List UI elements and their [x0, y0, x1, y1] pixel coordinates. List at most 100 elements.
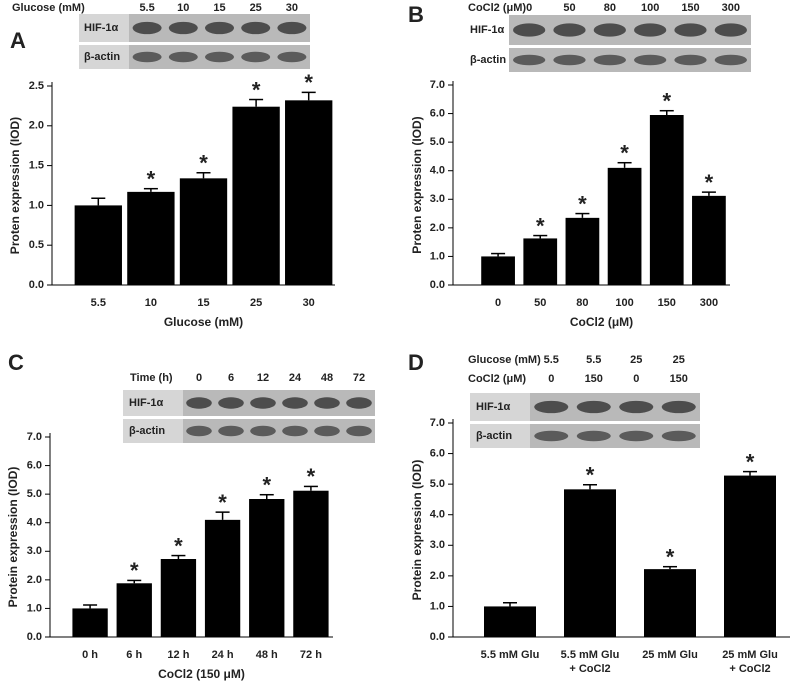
blot-row — [509, 48, 751, 72]
blot-row-label: HIF-1α — [470, 24, 505, 36]
bar — [72, 608, 108, 637]
blot-header-label: Glucose (mM) — [468, 354, 541, 366]
y-tick-label: 6.0 — [27, 459, 42, 471]
blot-band — [218, 425, 244, 437]
bar — [285, 100, 333, 285]
bar — [74, 205, 122, 285]
blot-lane-label: 25 — [673, 354, 685, 366]
blot-band — [346, 397, 372, 409]
blot-band — [314, 425, 340, 437]
panel-letter: C — [8, 350, 24, 375]
blot-band — [714, 23, 747, 37]
x-axis-title: CoCl2 (μM) — [570, 315, 633, 329]
blot-lane-label: 50 — [563, 2, 575, 14]
y-tick-label: 7.0 — [430, 417, 445, 429]
blot-band — [241, 51, 271, 63]
y-tick-label: 0.0 — [27, 631, 42, 643]
blot-band — [553, 23, 586, 37]
blot-lane-label: 10 — [177, 2, 189, 14]
y-tick-label: 3.0 — [430, 539, 445, 551]
significance-mark: * — [586, 463, 595, 488]
blot-label-cell — [79, 45, 129, 69]
x-tick-label: 12 h — [167, 649, 189, 661]
blot-row-label: β-actin — [84, 51, 120, 63]
blot-band — [576, 430, 611, 442]
blot-band — [593, 54, 626, 66]
bar — [692, 195, 726, 285]
x-tick-label: 72 h — [300, 649, 322, 661]
blot-band — [513, 54, 546, 66]
y-tick-label: 2.0 — [430, 222, 445, 234]
blot-band — [346, 425, 372, 437]
x-tick-label: + CoCl2 — [729, 663, 770, 675]
blot-header-label: CoCl2 (μM) — [468, 373, 526, 385]
y-tick-label: 1.0 — [430, 250, 445, 262]
blot-lane-label: 80 — [604, 2, 616, 14]
y-tick-label: 1.5 — [29, 160, 44, 172]
blot-lane-label: 5.5 — [544, 354, 559, 366]
x-tick-label: 50 — [534, 297, 546, 309]
blot-lane-label: 15 — [213, 2, 225, 14]
blot-lane-label: 5.5 — [586, 354, 601, 366]
significance-mark: * — [578, 191, 587, 216]
significance-mark: * — [218, 490, 227, 515]
blot-row-label: β-actin — [476, 430, 512, 442]
x-tick-label: 150 — [658, 297, 676, 309]
x-tick-label: 5.5 mM Glu — [481, 649, 540, 661]
x-tick-label: 25 — [250, 297, 262, 309]
blot-lane-label: 24 — [289, 372, 302, 384]
blot-lane-label: 150 — [681, 2, 699, 14]
x-tick-label: 5.5 — [91, 297, 106, 309]
bar — [232, 106, 280, 285]
significance-mark: * — [662, 89, 671, 114]
blot-band — [314, 397, 340, 409]
x-tick-label: 6 h — [126, 649, 142, 661]
x-tick-label: 80 — [576, 297, 588, 309]
y-tick-label: 4.0 — [430, 165, 445, 177]
blot-label-cell — [470, 393, 530, 421]
bar — [127, 191, 175, 285]
y-tick-label: 0.5 — [29, 239, 44, 251]
bar — [484, 606, 536, 637]
blot-band — [186, 397, 212, 409]
x-tick-label: 300 — [700, 297, 718, 309]
bar — [724, 475, 776, 637]
blot-lane-label: 0 — [633, 373, 639, 385]
significance-mark: * — [705, 170, 714, 195]
y-tick-label: 5.0 — [27, 488, 42, 500]
blot-band — [513, 23, 546, 37]
blot-band — [186, 425, 212, 437]
blot-row-label: HIF-1α — [476, 401, 511, 413]
blot-band — [634, 54, 667, 66]
bar — [607, 167, 642, 285]
blot-header-label: Time (h) — [130, 372, 173, 384]
blot-band — [277, 51, 307, 63]
blot-header-label: Glucose (mM) — [12, 2, 85, 14]
bar — [160, 559, 197, 637]
bar — [564, 489, 616, 637]
blot-lane-label: 150 — [585, 373, 603, 385]
blot-band — [661, 400, 696, 414]
blot-band — [250, 425, 276, 437]
bar — [179, 178, 228, 285]
blot-lane-label: 25 — [630, 354, 642, 366]
panel-letter: D — [408, 350, 424, 375]
y-tick-label: 0.0 — [29, 279, 44, 291]
blot-lane-label: 0 — [548, 373, 554, 385]
y-tick-label: 2.5 — [29, 80, 44, 92]
blot-row — [509, 15, 751, 45]
x-axis-title: Glucose (mM) — [164, 315, 243, 329]
blot-lane-label: 300 — [722, 2, 740, 14]
blot-band — [241, 21, 271, 35]
blot-band — [132, 51, 162, 63]
blot-band — [619, 430, 654, 442]
blot-band — [661, 430, 696, 442]
significance-mark: * — [304, 70, 313, 95]
significance-mark: * — [199, 151, 208, 176]
y-tick-label: 5.0 — [430, 478, 445, 490]
bar — [116, 583, 152, 637]
bar — [523, 238, 558, 285]
significance-mark: * — [130, 558, 139, 583]
y-tick-label: 7.0 — [27, 431, 42, 443]
x-tick-label: 100 — [615, 297, 633, 309]
